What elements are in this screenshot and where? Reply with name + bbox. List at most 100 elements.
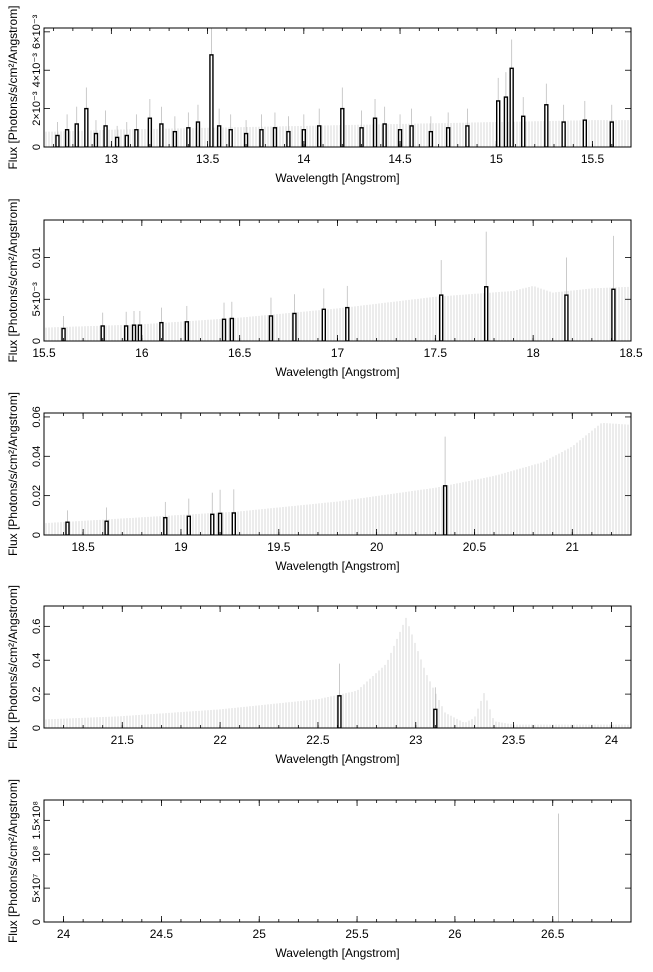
x-tick-label: 17.5 — [424, 346, 448, 360]
y-tick-label: 0.04 — [31, 446, 43, 467]
x-tick-label: 22 — [213, 733, 227, 747]
data-bin — [195, 121, 201, 147]
data-bin — [84, 107, 89, 147]
data-bin — [259, 129, 264, 147]
y-tick-label: 0.06 — [31, 406, 43, 427]
y-tick-label: 10⁸ — [31, 846, 43, 863]
data-bin — [292, 312, 297, 341]
data-bin — [503, 96, 509, 147]
data-bin — [221, 318, 227, 341]
data-bin — [137, 324, 143, 341]
data-bin — [428, 130, 434, 147]
data-bin — [321, 308, 327, 341]
x-axis-title: Wavelength [Angstrom] — [275, 365, 399, 379]
x-tick-label: 15.5 — [32, 346, 56, 360]
y-tick-label: 0.01 — [31, 247, 43, 268]
x-tick-label: 17 — [331, 346, 345, 360]
x-tick-label: 26 — [448, 927, 462, 941]
data-bin — [509, 67, 514, 147]
axes-frame — [43, 219, 632, 342]
data-bin — [124, 134, 129, 147]
x-tick-label: 16 — [135, 346, 149, 360]
data-bin — [439, 294, 444, 341]
data-bin — [564, 294, 569, 341]
data-bin — [147, 117, 153, 147]
data-bin — [217, 512, 223, 535]
x-tick-label: 15 — [490, 152, 504, 166]
data-bin — [496, 100, 501, 147]
data-bin — [272, 127, 278, 147]
y-tick-label: 4×10⁻³ — [31, 53, 43, 88]
y-tick-label: 5×10⁻³ — [31, 282, 43, 317]
data-bin — [609, 121, 614, 147]
y-tick-label: 0 — [31, 725, 43, 731]
data-bin — [484, 286, 489, 341]
data-bin — [337, 695, 342, 728]
plot-area — [45, 28, 629, 147]
panel-2: 15.5 16 16.5 17 17.5 18 18.5 0 5×10⁻³ 0.01 Wavelen… — [6, 198, 643, 379]
data-bin — [65, 521, 70, 535]
x-tick-label: 20 — [370, 540, 384, 554]
x-tick-label: 18.5 — [619, 346, 643, 360]
data-bin — [372, 117, 378, 147]
x-axis-title: Wavelength [Angstrom] — [275, 171, 399, 185]
y-tick-label: 0 — [31, 338, 43, 344]
y-tick-label: 0 — [31, 532, 43, 538]
data-bin — [210, 513, 215, 535]
panel-1: 13 13.5 14 14.5 15 15.5 0 2×10⁻³ 4×10⁻³ 6×10⁻³ Wav… — [6, 5, 632, 185]
plot-area — [45, 422, 629, 535]
x-tick-label: 18.5 — [71, 540, 95, 554]
x-axis-title: Wavelength [Angstrom] — [275, 752, 399, 766]
y-tick-label: 0 — [31, 919, 43, 925]
data-bin — [611, 288, 616, 341]
x-tick-label: 16.5 — [228, 346, 252, 360]
y-tick-label: 0.2 — [31, 686, 43, 701]
data-bin — [286, 130, 291, 147]
data-bin — [186, 515, 191, 535]
y-tick-label: 0.6 — [31, 619, 43, 634]
x-tick-label: 24 — [605, 733, 619, 747]
data-bin — [442, 485, 448, 535]
plot-area — [45, 617, 629, 728]
y-tick-label: 0.02 — [31, 485, 43, 506]
x-tick-label: 21.5 — [111, 733, 135, 747]
axes-frame — [43, 27, 632, 148]
data-bin — [317, 125, 322, 147]
data-bin — [184, 321, 190, 341]
x-tick-label: 26.5 — [541, 927, 565, 941]
data-bin — [172, 130, 178, 147]
panel-5: 24 24.5 25 25.5 26 26.5 0 5×10⁷ 10⁸ 1.5×10⁸ Wavele… — [6, 779, 632, 960]
y-tick-label: 0 — [31, 144, 43, 150]
data-bin — [163, 516, 168, 535]
plot-area — [45, 231, 629, 341]
y-tick-label: 0.4 — [31, 653, 43, 668]
data-bin — [544, 104, 549, 147]
x-tick-label: 24.5 — [150, 927, 174, 941]
x-tick-label: 13.5 — [196, 152, 220, 166]
data-bin — [93, 132, 99, 147]
data-bin — [345, 306, 350, 341]
y-axis-title: Flux [Photons/s/cm²/Angstrom] — [6, 779, 20, 943]
data-bin — [231, 512, 236, 535]
data-bin — [582, 119, 588, 147]
data-bin — [382, 123, 387, 147]
x-tick-label: 14 — [297, 152, 311, 166]
data-bin — [229, 317, 235, 341]
data-bin — [409, 125, 414, 147]
data-bin — [103, 125, 108, 147]
x-tick-label: 25.5 — [345, 927, 369, 941]
data-bin — [228, 129, 233, 147]
data-bin — [159, 123, 164, 147]
x-tick-label: 23 — [409, 733, 423, 747]
x-tick-label: 24 — [57, 927, 71, 941]
data-bin — [340, 107, 345, 147]
x-tick-label: 15.5 — [581, 152, 605, 166]
x-tick-label: 19 — [174, 540, 188, 554]
data-bin — [74, 123, 79, 147]
y-axis-title: Flux [Photons/s/cm²/Angstrom] — [6, 585, 20, 749]
axes-frame — [43, 412, 632, 536]
data-bin — [114, 136, 120, 147]
panel-4: 21.5 22 22.5 23 23.5 24 0 0.2 0.4 0.6 Wavelength [… — [6, 585, 632, 766]
x-tick-label: 18 — [526, 346, 540, 360]
